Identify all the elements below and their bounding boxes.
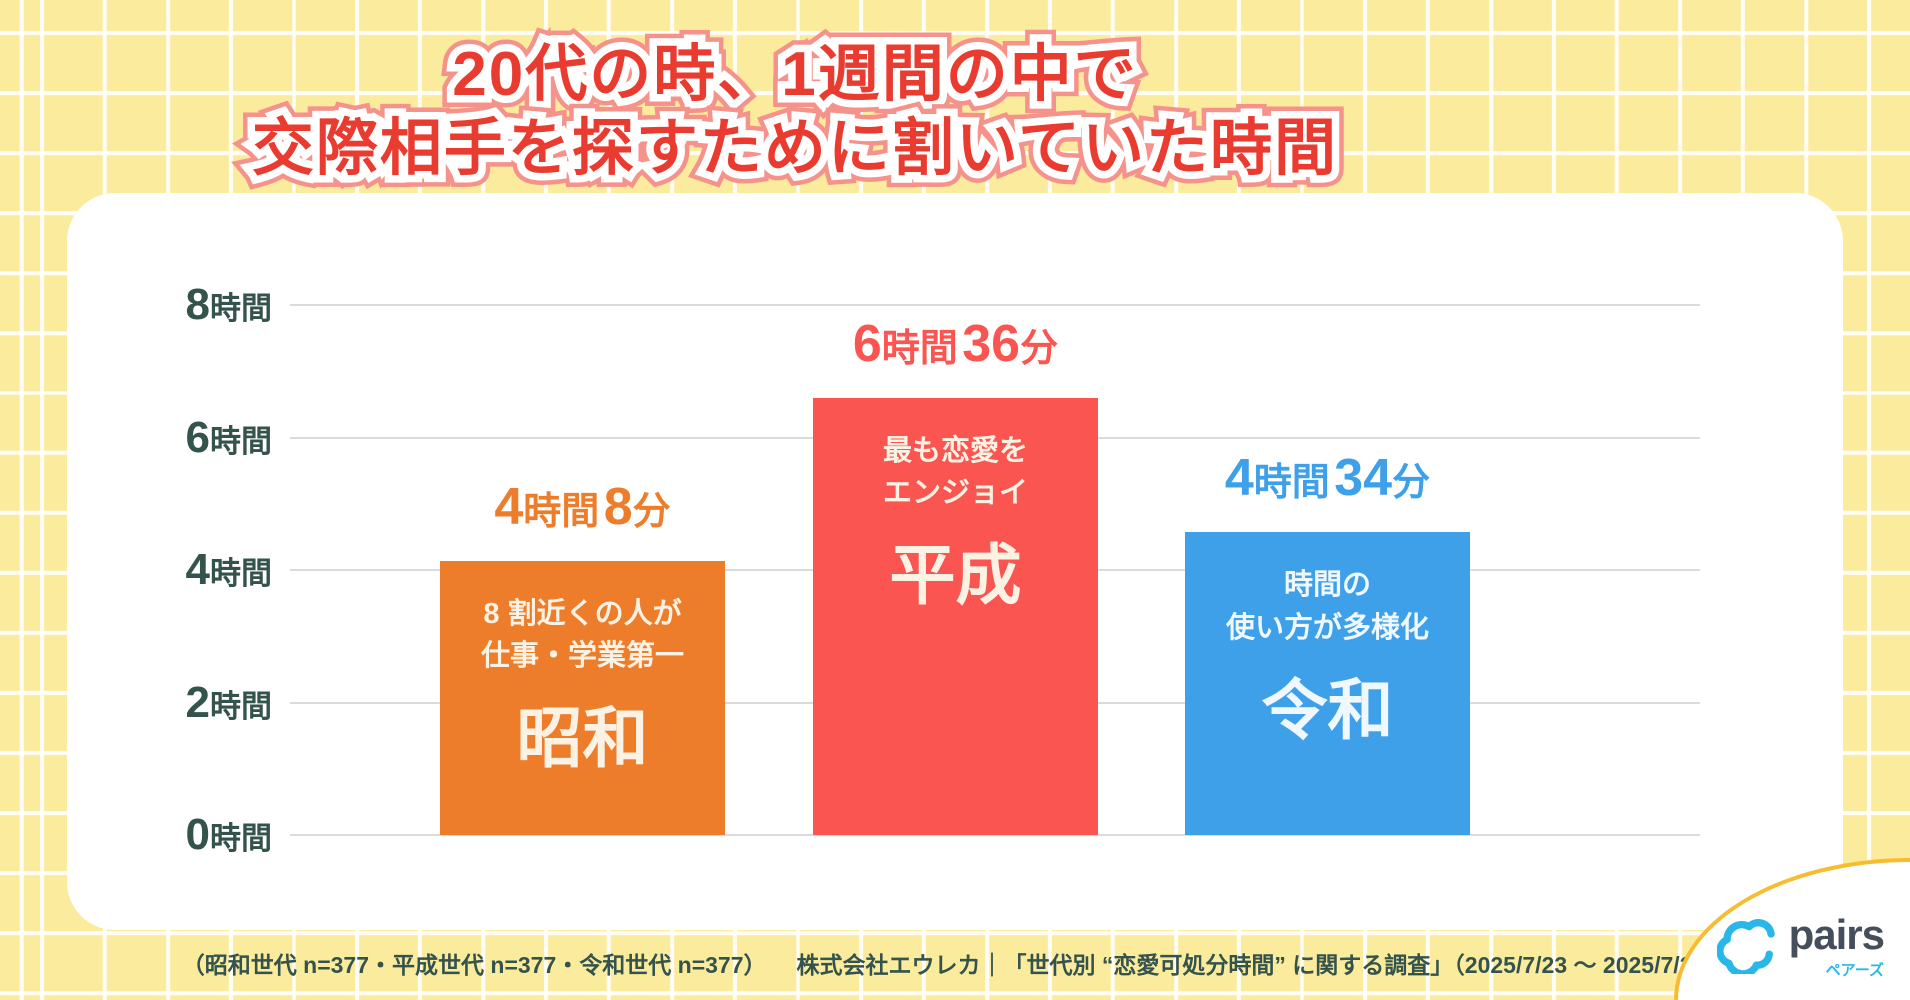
y-axis-tick: 6時間 (150, 413, 290, 463)
value-hours-unit: 時間 (881, 327, 958, 370)
value-minutes: 34 (1334, 449, 1393, 508)
y-axis-tick: 2時間 (150, 678, 290, 728)
gridline-8h: 8時間 (150, 280, 1700, 330)
value-minutes: 8 (603, 478, 633, 537)
y-tick-unit: 時間 (210, 821, 272, 856)
value-minutes-unit: 分 (1020, 327, 1059, 370)
y-tick-number: 8 (185, 280, 210, 329)
title-line-2: 交際相手を探すために割いていた時間 交際相手を探すために割いていた時間 交際相手… (155, 102, 1435, 195)
bar-value-label: 4時間 8分 (494, 477, 670, 537)
bar-heisei: 最も恋愛を エンジョイ 平成 (813, 397, 1098, 835)
bar-era-label: 平成 (889, 537, 1022, 612)
pairs-kana: ペアーズ (1825, 962, 1884, 979)
title-line-1-stroke: 20代の時、1週間の中で (445, 33, 1143, 117)
y-tick-unit: 時間 (210, 688, 272, 724)
value-hours: 4 (1224, 449, 1254, 508)
bar-description: 時間の 使い方が多様化 (1226, 564, 1429, 648)
y-tick-number: 2 (185, 677, 210, 727)
bar-value-label: 4時間 34分 (1225, 448, 1430, 508)
bar-group-reiwa: 4時間 34分 時間の 使い方が多様化 令和 (1185, 448, 1470, 835)
value-hours: 6 (852, 314, 882, 373)
pairs-wordmark: pairs ペアーズ (1788, 911, 1885, 980)
source-footnote: （昭和世代 n=377・平成世代 n=377・令和世代 n=377） 株式会社エ… (0, 946, 1910, 980)
bar-description-line: 仕事・学業第一 (480, 640, 684, 673)
y-tick-unit: 時間 (210, 423, 272, 459)
y-axis-tick: 4時間 (150, 545, 290, 595)
pairs-cloud-icon (1715, 916, 1783, 979)
bar-description: 8 割近くの人が 仕事・学業第一 (481, 593, 684, 677)
bar-reiwa: 時間の 使い方が多様化 令和 (1185, 532, 1470, 835)
title-line-2-stroke: 交際相手を探すために割いていた時間 (244, 107, 1343, 191)
bar-group-heisei: 6時間 36分 最も恋愛を エンジョイ 平成 (813, 314, 1098, 835)
gridline-0h: 0時間 (150, 810, 1700, 860)
pairs-logo: pairs ペアーズ (1715, 911, 1885, 980)
gridline (290, 834, 1700, 836)
value-minutes: 36 (962, 314, 1021, 373)
bar-description-line: 8 割近くの人が (483, 598, 682, 631)
title-line-2-text: 交際相手を探すために割いていた時間 (251, 114, 1339, 183)
bar-value-label: 6時間 36分 (853, 314, 1058, 374)
bar-showa: 8 割近くの人が 仕事・学業第一 昭和 (440, 561, 725, 835)
y-tick-number: 0 (185, 810, 210, 859)
title-line-1-text: 20代の時、1週間の中で (452, 40, 1138, 109)
y-axis-tick: 0時間 (150, 810, 290, 860)
value-hours-unit: 時間 (1253, 462, 1330, 505)
y-tick-unit: 時間 (210, 556, 272, 591)
bar-description-line: 最も恋愛を (882, 434, 1028, 467)
value-minutes-unit: 分 (1392, 462, 1431, 505)
bar-era-label: 昭和 (516, 701, 649, 776)
pairs-name: pairs (1788, 911, 1885, 958)
y-tick-number: 6 (185, 412, 210, 462)
bar-description-line: エンジョイ (882, 476, 1028, 509)
value-hours: 4 (494, 478, 524, 537)
bar-group-showa: 4時間 8分 8 割近くの人が 仕事・学業第一 昭和 (440, 477, 725, 835)
y-axis-tick: 8時間 (150, 280, 290, 330)
value-hours-unit: 時間 (523, 491, 600, 534)
survey-source-note: 株式会社エウレカ｜「世代別 “恋愛可処分時間” に関する調査」（2025/7/2… (796, 952, 1729, 978)
page-title: 20代の時、1週間の中で 20代の時、1週間の中で 20代の時、1週間の中で 交… (155, 28, 1435, 195)
bar-description-line: 使い方が多様化 (1225, 611, 1429, 644)
bar-era-label: 令和 (1261, 672, 1394, 747)
gridline (290, 304, 1700, 306)
sample-size-note: （昭和世代 n=377・平成世代 n=377・令和世代 n=377） (181, 952, 767, 978)
y-tick-number: 4 (185, 545, 210, 594)
title-line-1: 20代の時、1週間の中で 20代の時、1週間の中で 20代の時、1週間の中で (155, 28, 1435, 121)
title-line-2-outline: 交際相手を探すために割いていた時間 (240, 102, 1348, 195)
y-tick-unit: 時間 (210, 291, 272, 326)
value-minutes-unit: 分 (632, 491, 671, 534)
title-line-1-outline: 20代の時、1週間の中で (440, 28, 1147, 121)
bar-description-line: 時間の (1283, 569, 1371, 602)
bar-description: 最も恋愛を エンジョイ (883, 430, 1028, 514)
